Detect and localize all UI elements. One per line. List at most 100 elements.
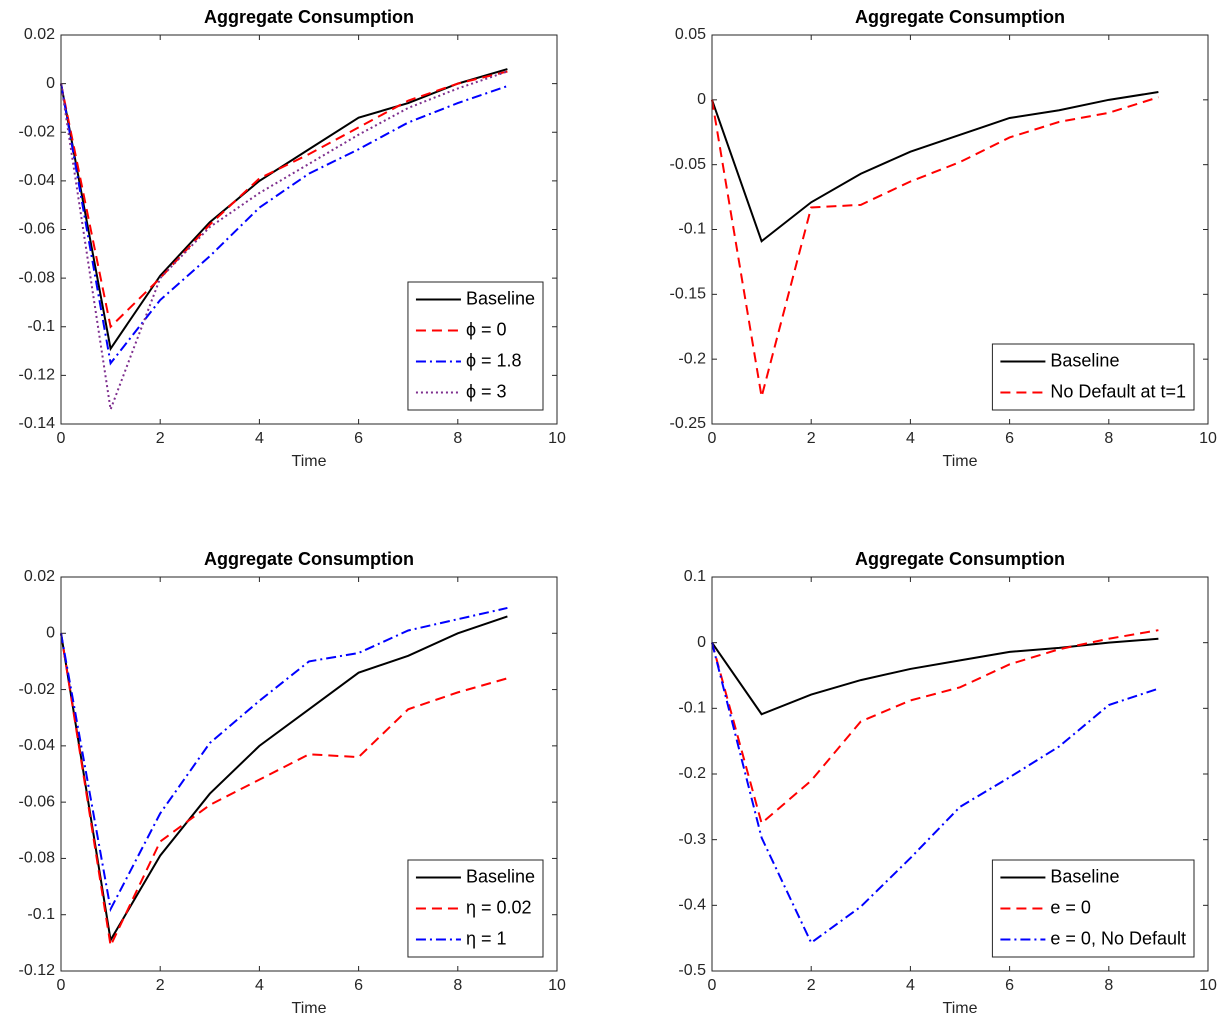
x-tick-label: 10 (1199, 430, 1217, 447)
x-tick-label: 8 (453, 430, 462, 447)
y-tick-label: -0.1 (678, 700, 706, 717)
chart-title: Aggregate Consumption (204, 7, 414, 27)
x-tick-label: 6 (354, 430, 363, 447)
y-tick-label: -0.12 (19, 367, 56, 384)
y-tick-label: -0.05 (670, 156, 707, 173)
x-axis-label: Time (292, 1000, 327, 1017)
legend: Baseline e = 0 e = 0, No Default (991, 859, 1195, 958)
x-tick-label: 4 (906, 430, 915, 447)
axes-box (60, 34, 558, 425)
x-tick-label: 0 (708, 430, 717, 447)
legend: Baseline No Default at t=1 (991, 343, 1195, 411)
series-line (60, 606, 508, 913)
x-tick-label: 10 (548, 430, 566, 447)
legend-label: ϕ = 0 (466, 319, 507, 339)
y-tick-label: -0.1 (27, 318, 55, 335)
series-line (60, 633, 508, 950)
y-tick-label: -0.06 (19, 221, 56, 238)
y-tick-label: -0.25 (670, 415, 707, 432)
series-line (60, 68, 508, 352)
legend-label: Baseline (1050, 350, 1119, 370)
x-tick-label: 10 (548, 977, 566, 994)
x-tick-label: 4 (255, 977, 264, 994)
y-tick-label: -0.04 (19, 737, 56, 754)
y-tick-label: 0 (697, 634, 706, 651)
series-line (711, 91, 1159, 243)
x-axis-label: Time (943, 453, 978, 470)
x-tick-label: 8 (1104, 430, 1113, 447)
axes-box (60, 576, 558, 972)
y-tick-label: -0.12 (19, 962, 56, 979)
y-tick-label: -0.4 (678, 897, 706, 914)
y-tick-label: -0.1 (27, 906, 55, 923)
legend-box (991, 343, 1195, 411)
x-tick-label: 6 (354, 977, 363, 994)
y-tick-label: 0.02 (24, 568, 55, 585)
series-line (60, 615, 508, 943)
series-line (711, 637, 1159, 716)
x-tick-label: 0 (57, 430, 66, 447)
legend-label: No Default at t=1 (1050, 381, 1186, 401)
legend-label: Baseline (1050, 866, 1119, 886)
chart-title: Aggregate Consumption (855, 549, 1065, 569)
y-tick-label: -0.02 (19, 123, 56, 140)
legend: Baseline η = 0.02 η = 1 (407, 859, 544, 958)
y-tick-label: 0 (46, 75, 55, 92)
y-tick-label: -0.08 (19, 850, 56, 867)
series-line (60, 83, 508, 366)
x-tick-label: 2 (807, 977, 816, 994)
y-tick-label: 0 (46, 625, 55, 642)
series-line (711, 96, 1159, 398)
subplot: 0 2 4 6 8 10 -0.5 -0.4 -0.3 -0.2 -0.1 0 0.1 Aggregate… (678, 549, 1217, 1017)
legend-label: Baseline (466, 866, 535, 886)
y-tick-label: -0.2 (678, 765, 706, 782)
y-tick-label: -0.04 (19, 172, 56, 189)
y-tick-label: 0.05 (675, 26, 706, 43)
x-tick-label: 8 (453, 977, 462, 994)
y-tick-label: -0.02 (19, 681, 56, 698)
y-tick-label: -0.2 (678, 350, 706, 367)
x-tick-label: 10 (1199, 977, 1217, 994)
x-tick-label: 2 (156, 977, 165, 994)
legend-box (407, 859, 544, 958)
legend-label: e = 0, No Default (1050, 928, 1186, 948)
y-tick-label: -0.1 (678, 221, 706, 238)
series-line (711, 629, 1159, 826)
subplot: 0 2 4 6 8 10 -0.14 -0.12 -0.1 -0.08 -0.06 -0.04 -0.0… (19, 7, 566, 470)
chart-title: Aggregate Consumption (204, 549, 414, 569)
legend-label: ϕ = 1.8 (466, 350, 522, 370)
chart-title: Aggregate Consumption (855, 7, 1065, 27)
x-tick-label: 6 (1005, 430, 1014, 447)
y-tick-label: -0.14 (19, 415, 56, 432)
legend-label: η = 1 (466, 928, 507, 948)
legend-label: ϕ = 3 (466, 381, 507, 401)
y-tick-label: -0.3 (678, 831, 706, 848)
y-tick-label: 0.02 (24, 26, 55, 43)
legend-label: η = 0.02 (466, 897, 532, 917)
x-tick-label: 0 (708, 977, 717, 994)
axes-box (711, 576, 1209, 972)
x-tick-label: 4 (906, 977, 915, 994)
x-tick-label: 0 (57, 977, 66, 994)
x-tick-label: 8 (1104, 977, 1113, 994)
y-tick-label: -0.08 (19, 269, 56, 286)
series-line (711, 642, 1159, 945)
y-tick-label: 0.1 (684, 568, 706, 585)
legend-box (407, 281, 544, 411)
subplot: 0 2 4 6 8 10 -0.12 -0.1 -0.08 -0.06 -0.04 -0.02 0 0.0… (19, 549, 566, 1017)
y-tick-label: 0 (697, 91, 706, 108)
series-line (60, 70, 508, 329)
x-tick-label: 2 (156, 430, 165, 447)
x-tick-label: 4 (255, 430, 264, 447)
x-tick-label: 6 (1005, 977, 1014, 994)
legend-label: e = 0 (1050, 897, 1091, 917)
subplot: 0 2 4 6 8 10 -0.25 -0.2 -0.15 -0.1 -0.05 0 0.05 Aggre… (670, 7, 1217, 470)
x-axis-label: Time (292, 453, 327, 470)
y-tick-label: -0.06 (19, 793, 56, 810)
axes-box (711, 34, 1209, 425)
legend-label: Baseline (466, 288, 535, 308)
legend: Baseline ϕ = 0 ϕ = 1.8 ϕ = 3 (407, 281, 544, 411)
x-axis-label: Time (943, 1000, 978, 1017)
y-tick-label: -0.15 (670, 286, 707, 303)
